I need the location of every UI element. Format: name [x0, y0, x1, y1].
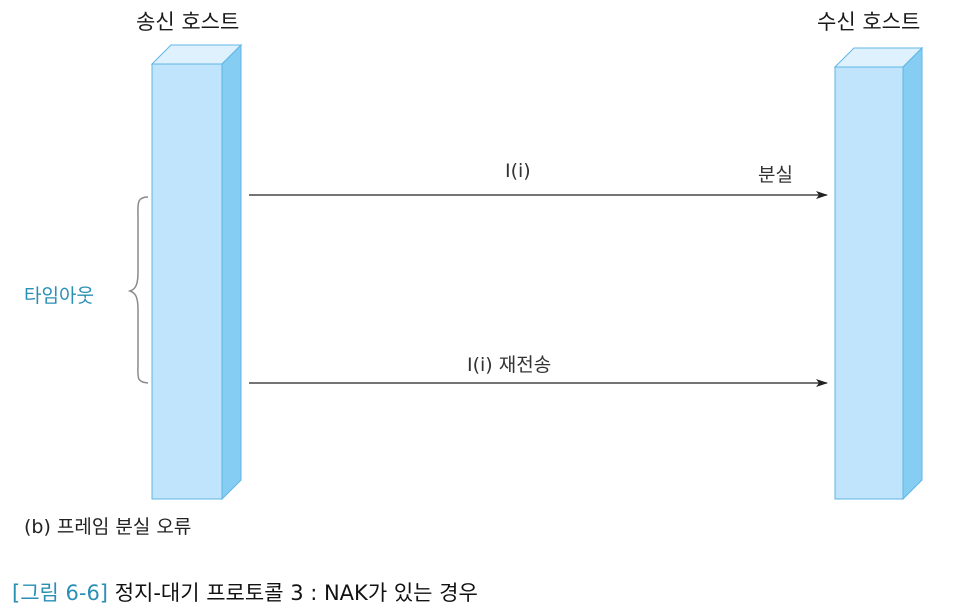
- frame-label-retransmit: I(i) 재전송: [467, 354, 552, 376]
- receiver-host-column: [833, 46, 924, 501]
- sender-host-title: 송신 호스트: [136, 10, 240, 34]
- subfigure-caption: (b) 프레임 분실 오류: [24, 516, 192, 538]
- figure-number: [그림 6-6]: [12, 581, 109, 605]
- sender-column-side: [221, 43, 242, 501]
- frame-lost-status: 분실: [758, 164, 793, 186]
- receiver-column-side: [902, 46, 923, 501]
- timeout-label: 타임아웃: [24, 285, 94, 307]
- figure-caption: [그림 6-6] 정지-대기 프로토콜 3 : NAK가 있는 경우: [12, 577, 478, 607]
- receiver-column-front: [834, 66, 904, 500]
- timeout-brace: [127, 196, 149, 384]
- receiver-host-title: 수신 호스트: [817, 10, 921, 34]
- frame-label-lost: I(i): [505, 160, 531, 182]
- sender-column-front: [151, 63, 223, 500]
- figure-caption-text: 정지-대기 프로토콜 3 : NAK가 있는 경우: [114, 581, 478, 605]
- sender-host-column: [150, 43, 243, 501]
